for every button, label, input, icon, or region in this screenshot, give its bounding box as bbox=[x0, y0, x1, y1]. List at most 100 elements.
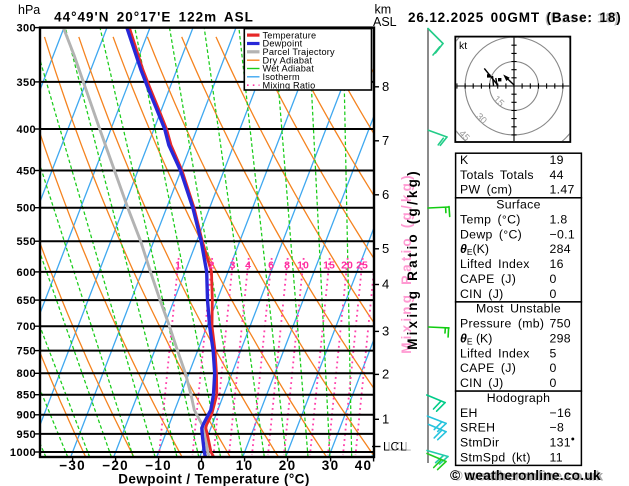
svg-text:Dewp (°C): Dewp (°C) bbox=[460, 227, 522, 241]
svg-text:750: 750 bbox=[550, 317, 571, 331]
svg-text:Isotherm: Isotherm bbox=[263, 72, 300, 82]
svg-text:450: 450 bbox=[16, 165, 36, 177]
svg-text:Mixing Ratio: Mixing Ratio bbox=[263, 80, 316, 90]
svg-text:LCL: LCL bbox=[388, 440, 412, 454]
svg-text:850: 850 bbox=[16, 390, 36, 402]
svg-text:3: 3 bbox=[382, 324, 389, 339]
svg-text:300: 300 bbox=[16, 23, 36, 35]
svg-text:StmSpd (kt): StmSpd (kt) bbox=[460, 450, 531, 464]
svg-text:3: 3 bbox=[230, 260, 236, 272]
svg-text:20: 20 bbox=[279, 458, 297, 473]
svg-text:θE(K): θE(K) bbox=[460, 242, 489, 257]
svg-text:−0.1: −0.1 bbox=[550, 227, 575, 241]
svg-text:8: 8 bbox=[382, 79, 389, 94]
svg-text:15: 15 bbox=[323, 260, 335, 272]
svg-text:Lifted Index: Lifted Index bbox=[460, 257, 530, 271]
svg-text:kt: kt bbox=[459, 40, 467, 52]
svg-text:0: 0 bbox=[197, 458, 206, 473]
svg-text:−8: −8 bbox=[550, 421, 565, 435]
svg-text:1.47: 1.47 bbox=[550, 183, 575, 197]
svg-text:Lifted Index: Lifted Index bbox=[460, 346, 530, 360]
svg-text:PW (cm): PW (cm) bbox=[460, 183, 512, 197]
svg-text:350: 350 bbox=[16, 77, 36, 89]
svg-text:10: 10 bbox=[236, 458, 254, 473]
svg-text:Most Unstable: Most Unstable bbox=[476, 302, 561, 316]
svg-text:284: 284 bbox=[550, 242, 571, 256]
svg-text:1: 1 bbox=[175, 260, 181, 272]
svg-text:−16: −16 bbox=[550, 406, 572, 420]
svg-text:26.12.2025 00GMT (Base: 18): 26.12.2025 00GMT (Base: 18) bbox=[408, 10, 622, 25]
svg-text:650: 650 bbox=[16, 295, 36, 307]
svg-text:Dry Adiabat: Dry Adiabat bbox=[263, 55, 313, 65]
svg-text:6: 6 bbox=[382, 187, 389, 202]
svg-text:SREH: SREH bbox=[460, 421, 495, 435]
svg-text:4: 4 bbox=[382, 277, 389, 292]
svg-text:500: 500 bbox=[16, 203, 36, 215]
svg-text:Mixing Ratio (g/kg): Mixing Ratio (g/kg) bbox=[405, 168, 420, 350]
svg-text:30: 30 bbox=[322, 458, 340, 473]
svg-text:0: 0 bbox=[550, 376, 557, 390]
svg-text:K: K bbox=[460, 153, 469, 167]
svg-text:Hodograph: Hodograph bbox=[487, 391, 551, 405]
svg-text:4: 4 bbox=[245, 260, 251, 272]
svg-text:298: 298 bbox=[550, 331, 571, 345]
svg-text:6: 6 bbox=[268, 260, 274, 272]
svg-text:EH: EH bbox=[460, 406, 478, 420]
svg-text:Dewpoint: Dewpoint bbox=[263, 39, 303, 49]
svg-text:800: 800 bbox=[16, 368, 36, 380]
svg-text:hPa: hPa bbox=[18, 3, 40, 17]
svg-text:40: 40 bbox=[355, 458, 373, 473]
svg-text:Temp (°C): Temp (°C) bbox=[460, 213, 521, 227]
svg-text:550: 550 bbox=[16, 236, 36, 248]
svg-text:600: 600 bbox=[16, 267, 36, 279]
svg-text:© weatheronline.co.uk: © weatheronline.co.uk bbox=[453, 469, 604, 484]
svg-text:CAPE (J): CAPE (J) bbox=[460, 272, 516, 286]
svg-text:Parcel Trajectory: Parcel Trajectory bbox=[263, 47, 336, 57]
svg-text:Wet Adiabat: Wet Adiabat bbox=[263, 64, 315, 74]
svg-text:Mixing Ratio (g/kg): Mixing Ratio (g/kg) bbox=[399, 172, 414, 354]
svg-text:Surface: Surface bbox=[496, 198, 540, 212]
svg-text:20: 20 bbox=[341, 260, 353, 272]
svg-text:25: 25 bbox=[356, 260, 368, 272]
svg-text:2: 2 bbox=[209, 260, 215, 272]
svg-text:5: 5 bbox=[550, 346, 557, 360]
svg-text:0: 0 bbox=[550, 272, 557, 286]
svg-text:400: 400 bbox=[16, 124, 36, 136]
svg-text:LCL: LCL bbox=[383, 439, 407, 453]
svg-text:700: 700 bbox=[16, 321, 36, 333]
svg-text:km: km bbox=[375, 3, 392, 17]
svg-text:16: 16 bbox=[550, 257, 564, 271]
svg-text:CAPE (J): CAPE (J) bbox=[460, 361, 516, 375]
svg-text:44°49ʹN 20°17ʹE 122m ASL: 44°49ʹN 20°17ʹE 122m ASL bbox=[54, 10, 254, 25]
svg-text:2: 2 bbox=[382, 367, 389, 382]
svg-text:7: 7 bbox=[382, 133, 389, 148]
svg-text:Totals Totals: Totals Totals bbox=[460, 168, 534, 182]
svg-text:Dewpoint / Temperature (°C): Dewpoint / Temperature (°C) bbox=[118, 472, 309, 486]
svg-text:5: 5 bbox=[382, 241, 389, 256]
svg-text:750: 750 bbox=[16, 346, 36, 358]
svg-text:ASL: ASL bbox=[373, 15, 397, 29]
svg-text:1000: 1000 bbox=[10, 447, 36, 459]
svg-text:950: 950 bbox=[16, 429, 36, 441]
svg-text:1.8: 1.8 bbox=[550, 213, 568, 227]
svg-text:−20: −20 bbox=[102, 458, 129, 473]
svg-text:(Base: 18): (Base: 18) bbox=[545, 11, 620, 26]
svg-text:131•: 131• bbox=[550, 434, 576, 450]
svg-text:Pressure (mb): Pressure (mb) bbox=[460, 317, 544, 331]
svg-text:44: 44 bbox=[550, 168, 564, 182]
svg-text:10: 10 bbox=[297, 260, 309, 272]
svg-text:−30: −30 bbox=[59, 458, 86, 473]
svg-text:StmDir: StmDir bbox=[460, 436, 499, 450]
svg-text:CIN (J): CIN (J) bbox=[460, 287, 504, 301]
svg-text:0: 0 bbox=[550, 361, 557, 375]
svg-text:0: 0 bbox=[550, 287, 557, 301]
svg-text:8: 8 bbox=[284, 260, 290, 272]
svg-text:Temperature: Temperature bbox=[263, 30, 317, 40]
svg-text:−10: −10 bbox=[145, 458, 172, 473]
svg-text:11: 11 bbox=[550, 450, 563, 464]
svg-text:© weatheronline.co.uk: © weatheronline.co.uk bbox=[450, 468, 601, 483]
svg-text:CIN (J): CIN (J) bbox=[460, 376, 504, 390]
svg-text:19: 19 bbox=[550, 153, 564, 167]
svg-text:1: 1 bbox=[382, 412, 389, 427]
svg-text:θE (K): θE (K) bbox=[460, 331, 492, 346]
